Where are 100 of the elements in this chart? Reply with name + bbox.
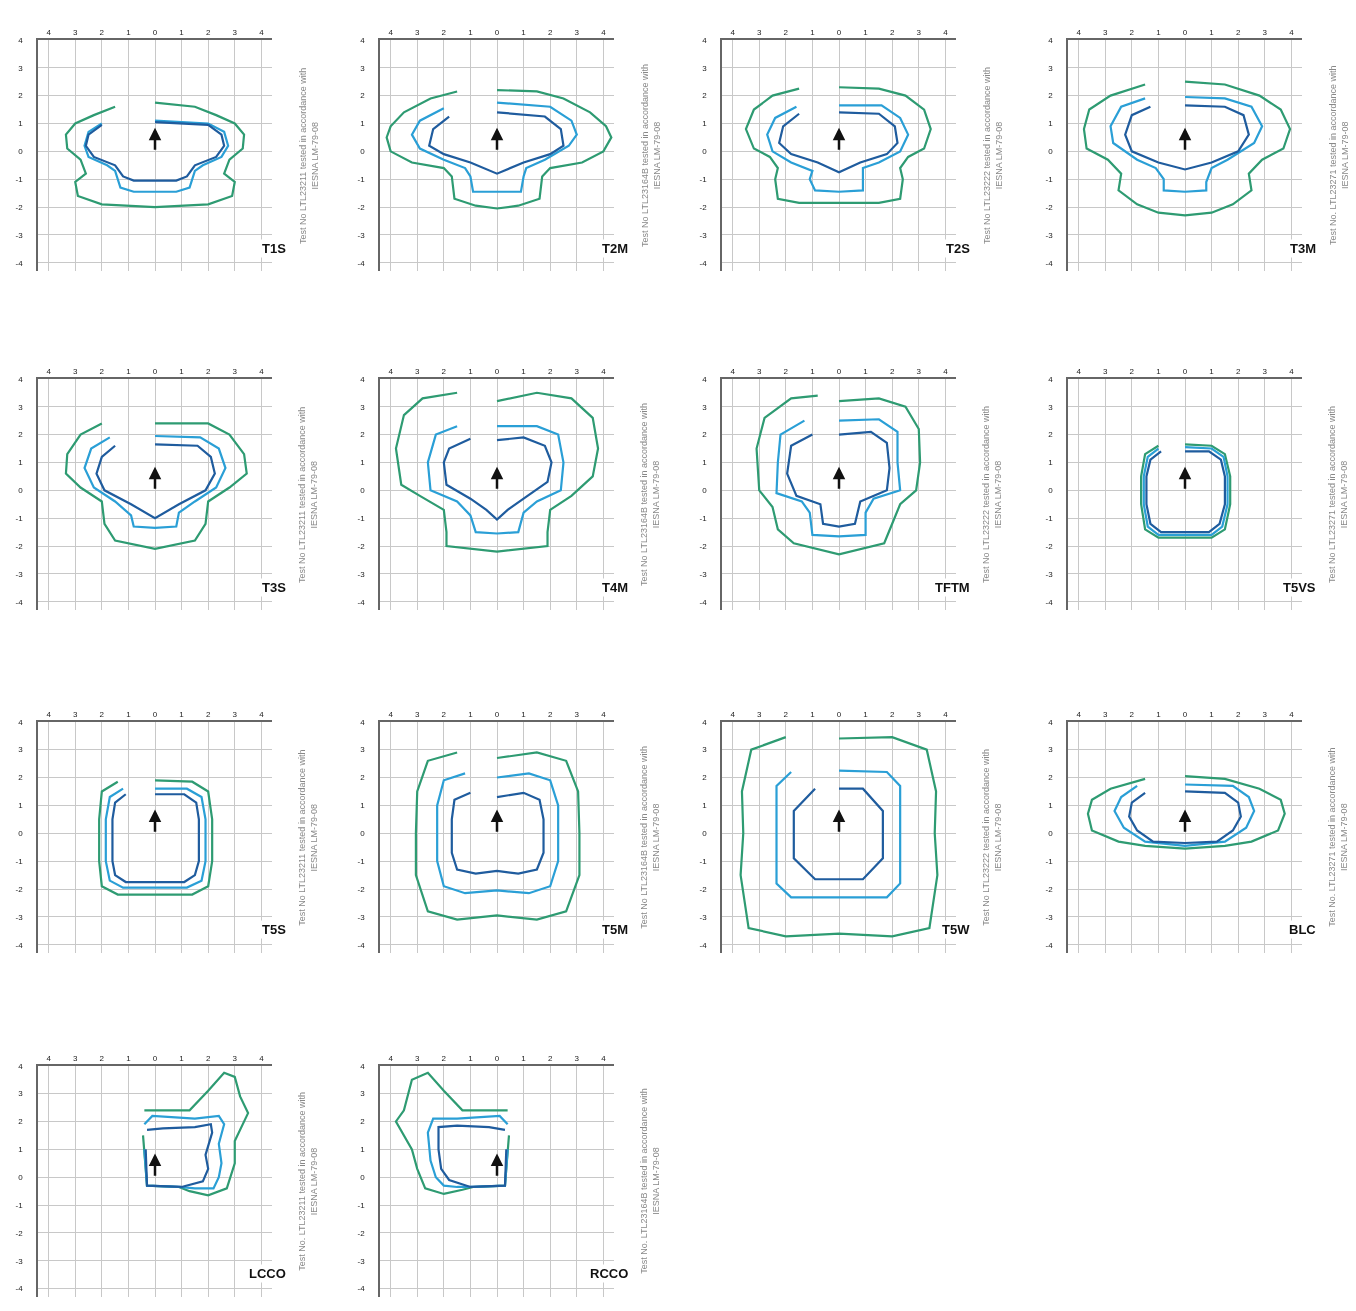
y-tick-label: -4 (15, 258, 24, 268)
text: T5M (602, 922, 628, 937)
x-tick-label: 3 (232, 366, 238, 376)
y-tick-label: -4 (15, 940, 24, 950)
x-tick-label: 4 (388, 27, 394, 37)
x-tick-label: 0 (1182, 366, 1188, 376)
y-tick-label: 2 (18, 1117, 24, 1127)
y-tick-label: 1 (702, 458, 708, 468)
y-tick-label: 0 (1048, 486, 1054, 496)
y-tick-label: -4 (357, 258, 366, 268)
y-tick-label: -4 (1045, 597, 1054, 607)
x-tick-label: 2 (99, 1053, 105, 1063)
x-tick-label: 2 (205, 27, 211, 37)
x-tick-label: 2 (783, 366, 789, 376)
y-tick-label: -1 (357, 856, 366, 866)
y-tick-label: -4 (699, 940, 708, 950)
y-tick-label: 1 (702, 801, 708, 811)
y-tick-label: -3 (357, 912, 366, 922)
x-tick-label: 4 (730, 27, 736, 37)
text: T3M (1290, 241, 1316, 256)
x-tick-label: 1 (810, 366, 816, 376)
x-tick-label: 3 (415, 27, 420, 37)
text: Test No. LTL23271 tested in accordance with IESNA LM-79-08 (1326, 747, 1349, 927)
x-tick-label: 4 (388, 366, 394, 376)
x-tick-label: 2 (441, 709, 447, 719)
x-tick-label: 3 (73, 366, 78, 376)
y-tick-label: 1 (1048, 801, 1054, 811)
x-tick-label: 4 (730, 366, 736, 376)
text: BLC (1289, 922, 1317, 937)
x-tick-label: 1 (1156, 27, 1162, 37)
y-tick-label: 1 (18, 1145, 24, 1155)
x-tick-label: 2 (99, 709, 105, 719)
x-tick-label: 3 (574, 1053, 580, 1063)
y-tick-label: 4 (702, 35, 708, 45)
text: T5S (262, 922, 287, 937)
x-tick-label: 0 (494, 1053, 500, 1063)
x-tick-label: 1 (468, 709, 474, 719)
y-tick-label: 3 (360, 63, 366, 73)
y-tick-label: 3 (702, 745, 708, 755)
x-tick-label: 4 (601, 27, 607, 37)
x-tick-label: 4 (601, 1053, 607, 1063)
y-tick-label: 1 (18, 119, 24, 129)
x-tick-label: 3 (73, 709, 78, 719)
x-tick-label: 0 (152, 27, 158, 37)
x-tick-label: 4 (388, 1053, 394, 1063)
y-tick-label: 2 (18, 773, 24, 783)
x-tick-label: 4 (730, 709, 736, 719)
y-tick-label: 2 (1048, 91, 1054, 101)
x-tick-label: 1 (126, 27, 132, 37)
y-tick-label: -1 (1045, 513, 1054, 523)
y-tick-label: 0 (18, 486, 24, 496)
y-tick-label: -1 (15, 856, 24, 866)
x-tick-label: 3 (415, 1053, 420, 1063)
x-tick-label: 0 (1182, 709, 1188, 719)
y-tick-label: -1 (357, 1200, 366, 1210)
x-tick-label: 2 (205, 709, 211, 719)
x-tick-label: 2 (441, 1053, 447, 1063)
y-tick-label: 3 (18, 745, 24, 755)
text: Test No LTL23271 tested in accordance with IESNA LM-79-08 (1326, 405, 1349, 583)
y-tick-label: 0 (18, 147, 24, 157)
y-tick-label: -3 (699, 569, 708, 579)
y-tick-label: 4 (702, 717, 708, 727)
x-tick-label: 1 (1209, 709, 1215, 719)
y-tick-label: 3 (702, 402, 708, 412)
y-tick-label: 1 (702, 119, 708, 129)
x-tick-label: 1 (468, 1053, 474, 1063)
y-tick-label: 3 (1048, 745, 1054, 755)
x-tick-label: 3 (916, 366, 922, 376)
x-tick-label: 0 (836, 366, 842, 376)
y-tick-label: -1 (357, 175, 366, 185)
y-tick-label: -2 (1045, 541, 1054, 551)
text: RCCO (590, 1266, 629, 1281)
y-tick-label: 2 (360, 773, 366, 783)
y-tick-label: -4 (357, 1284, 366, 1294)
x-tick-label: 2 (783, 27, 789, 37)
x-tick-label: 4 (1289, 709, 1295, 719)
x-tick-label: 4 (259, 709, 265, 719)
y-tick-label: -3 (357, 1256, 366, 1266)
x-tick-label: 4 (601, 366, 607, 376)
x-tick-label: 1 (521, 1053, 527, 1063)
x-tick-label: 2 (99, 366, 105, 376)
x-tick-label: 4 (46, 1053, 52, 1063)
y-tick-label: 4 (1048, 374, 1054, 384)
x-tick-label: 3 (1103, 27, 1108, 37)
y-tick-label: 0 (702, 829, 708, 839)
y-tick-label: -1 (357, 513, 366, 523)
y-tick-label: 2 (360, 91, 366, 101)
x-tick-label: 2 (1129, 366, 1135, 376)
x-tick-label: 2 (889, 366, 895, 376)
x-tick-label: 1 (179, 27, 185, 37)
x-tick-label: 4 (46, 366, 52, 376)
y-tick-label: 0 (1048, 829, 1054, 839)
x-tick-label: 1 (521, 709, 527, 719)
x-tick-label: 4 (1076, 27, 1082, 37)
y-tick-label: -2 (1045, 202, 1054, 212)
x-tick-label: 3 (1262, 709, 1268, 719)
y-tick-label: 0 (360, 486, 366, 496)
x-tick-label: 3 (757, 27, 762, 37)
x-tick-label: 0 (1182, 27, 1188, 37)
y-tick-label: -2 (357, 541, 366, 551)
